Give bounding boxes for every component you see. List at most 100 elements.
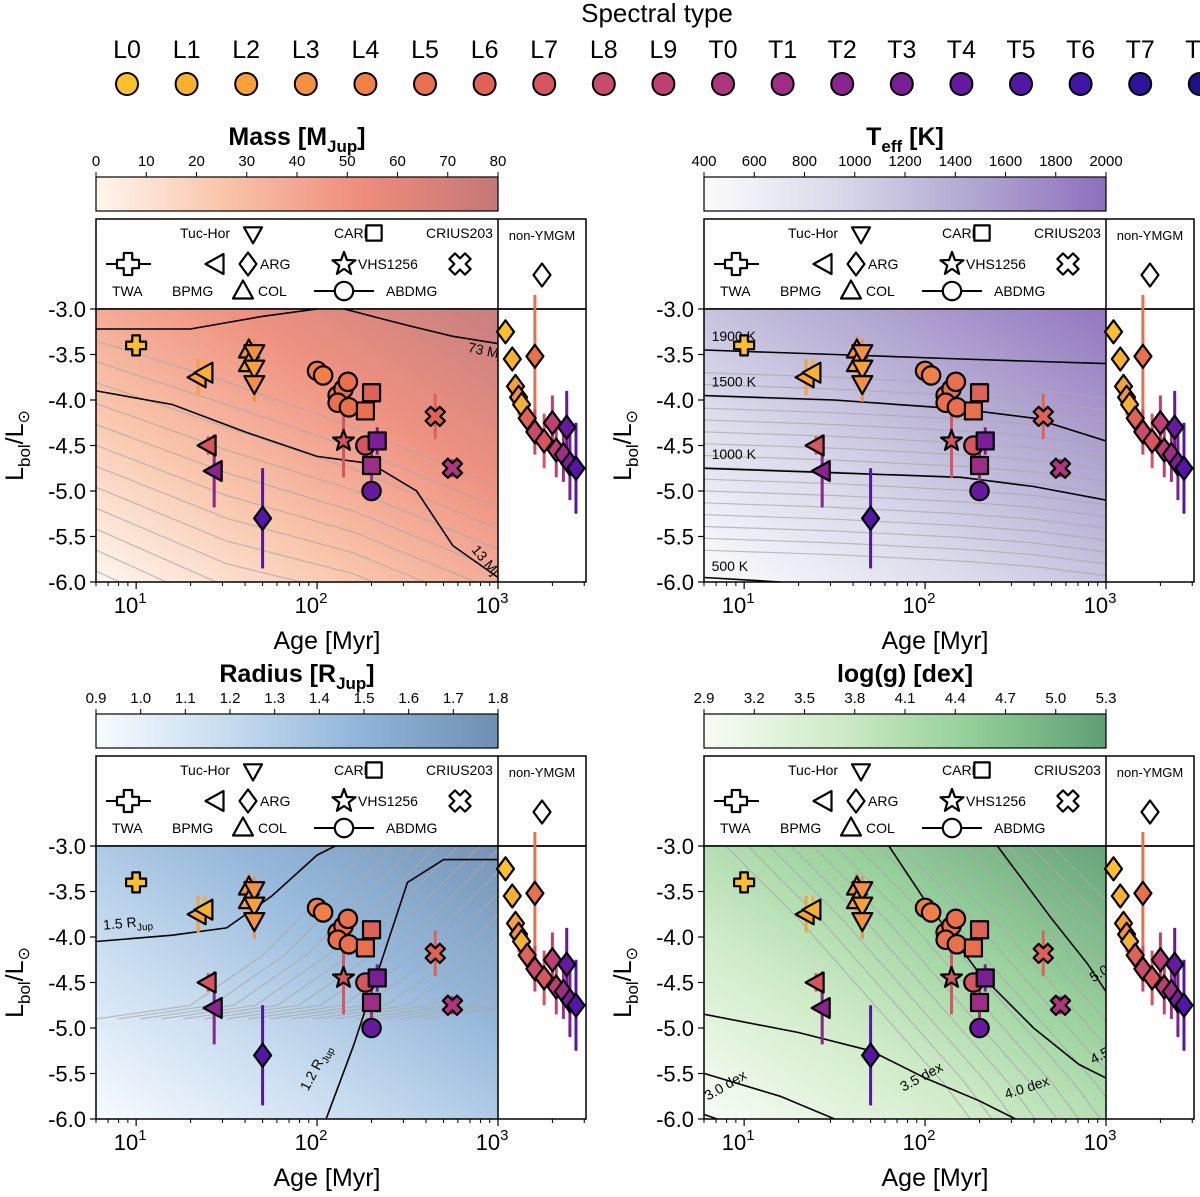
legend-label: BPMG <box>780 283 821 299</box>
model-grid-contour <box>704 431 1106 458</box>
spectral-type-label: L8 <box>590 36 618 64</box>
legend-label: BPMG <box>780 820 821 836</box>
spectral-type-swatch <box>413 72 437 96</box>
y-tick-label: -4.0 <box>656 388 694 413</box>
legend: Tuc-Hor CARN CRIUS203 ARG VHS1256 TWA BPMG COL A… <box>106 761 575 839</box>
legend: Tuc-Hor CARN CRIUS203 ARG VHS1256 TWA BPMG COL A… <box>106 224 575 302</box>
model-grid-contour <box>96 382 498 529</box>
y-tick-label: -3.5 <box>656 880 694 905</box>
legend-label: TWA <box>720 820 751 836</box>
point-arg <box>253 1042 273 1068</box>
colorbar-tick-label: 20 <box>188 153 205 170</box>
point-non-ymgm <box>525 343 545 369</box>
iso-contour <box>96 309 318 330</box>
y-tick-label: -4.0 <box>48 388 86 413</box>
colorbar <box>703 713 1107 749</box>
point-carn <box>361 992 382 1013</box>
point-bpmg <box>202 459 223 483</box>
point-crius203 <box>441 994 464 1017</box>
spectral-type-label: T0 <box>708 36 737 64</box>
legend-marker-crius203 <box>448 789 472 813</box>
spectral-type-swatch <box>115 72 139 96</box>
colorbar <box>95 713 499 749</box>
legend-marker-bpmg <box>812 789 833 813</box>
spectral-type-label: L5 <box>411 36 439 64</box>
point-carn <box>367 431 387 451</box>
point-non-ymgm <box>534 428 554 454</box>
legend-marker-tuc-hor <box>242 226 264 245</box>
colorbar-tick-label: 0 <box>92 153 100 170</box>
colorbar-tick-label: 400 <box>691 153 716 170</box>
point-crius203 <box>441 457 464 479</box>
y-axis-label: Lbol/L⊙ <box>1 410 34 481</box>
point-tuc-hor <box>851 896 874 917</box>
model-grid-contour <box>704 514 1106 541</box>
x-tick-label: 103 <box>1084 590 1117 618</box>
legend-marker-twa <box>723 788 749 814</box>
model-grid-contour <box>96 340 498 488</box>
point-non-ymgm <box>557 951 577 977</box>
legend-marker-non-ymgm <box>1140 262 1160 288</box>
legend-label: VHS1256 <box>358 256 418 272</box>
point-non-ymgm <box>557 414 577 440</box>
colorbar-tick-label: 1.0 <box>130 690 151 707</box>
y-tick-label: -3.5 <box>48 343 86 368</box>
contour-label: 1.5 RJup <box>102 912 154 936</box>
point-non-ymgm <box>566 992 586 1018</box>
model-grid-contour <box>248 870 498 1020</box>
legend-label: ARG <box>260 256 290 272</box>
legend-label: COL <box>866 820 895 836</box>
legend-label: COL <box>258 283 287 299</box>
legend-label: non-YMGM <box>1117 765 1183 780</box>
spectral-type-title: Spectral type <box>581 0 733 28</box>
legend-label: ABDMG <box>386 820 437 836</box>
y-tick-label: -5.0 <box>48 479 86 504</box>
contour-label: 73 Mj <box>467 339 504 362</box>
point-non-ymgm <box>1165 414 1185 440</box>
legend-label: non-YMGM <box>1117 228 1183 243</box>
point-twa <box>124 871 148 894</box>
point-abdmg <box>945 908 967 930</box>
x-tick-label: 101 <box>114 1127 147 1155</box>
spectral-type-swatch <box>889 72 914 96</box>
legend-marker-vhs1256 <box>331 250 357 275</box>
legend-label: VHS1256 <box>966 256 1026 272</box>
legend-label: CRIUS203 <box>1034 225 1101 241</box>
legend-marker-arg <box>238 251 258 277</box>
iso-contour <box>704 1072 835 1119</box>
point-non-ymgm <box>566 455 586 481</box>
point-non-ymgm <box>1103 856 1124 882</box>
model-grid-contour <box>96 846 372 1020</box>
legend-marker-carn <box>365 761 383 779</box>
colorbar-tick-label: 1.5 <box>354 690 375 707</box>
spectral-type-swatch <box>1009 72 1033 96</box>
legend-marker-crius203 <box>1056 789 1080 813</box>
colorbar-tick-label: 1.7 <box>443 690 464 707</box>
point-carn <box>361 920 382 940</box>
spectral-type-swatch <box>1068 72 1093 96</box>
model-grid-contour <box>704 383 1106 411</box>
model-grid-contour <box>226 848 498 1020</box>
spectral-type-swatch <box>353 72 378 96</box>
point-non-ymgm <box>1142 428 1162 454</box>
legend-marker-bpmg <box>812 252 833 276</box>
model-grid-contour <box>747 846 993 1119</box>
point-carn <box>355 401 376 421</box>
legend-marker-crius203 <box>448 252 472 276</box>
point-non-ymgm <box>1174 992 1194 1018</box>
model-grid-contour <box>899 846 1106 1072</box>
colorbar-tick-label: 5.0 <box>1045 690 1066 707</box>
legend: Tuc-Hor CARN CRIUS203 ARG VHS1256 TWA BPMG COL A… <box>714 224 1183 302</box>
point-crius203 <box>1032 405 1055 428</box>
model-grid-contour <box>855 846 1102 1119</box>
y-tick-label: -6.0 <box>656 1107 694 1132</box>
point-abdmg <box>361 480 382 502</box>
point-carn <box>975 968 995 988</box>
legend-label: CARN <box>334 225 374 241</box>
model-grid-contour <box>291 914 498 1020</box>
legend-marker-bpmg <box>204 252 225 276</box>
model-grid-contour <box>964 846 1106 998</box>
spectral-type-label: L1 <box>173 36 201 64</box>
x-tick-label: 103 <box>476 590 509 618</box>
